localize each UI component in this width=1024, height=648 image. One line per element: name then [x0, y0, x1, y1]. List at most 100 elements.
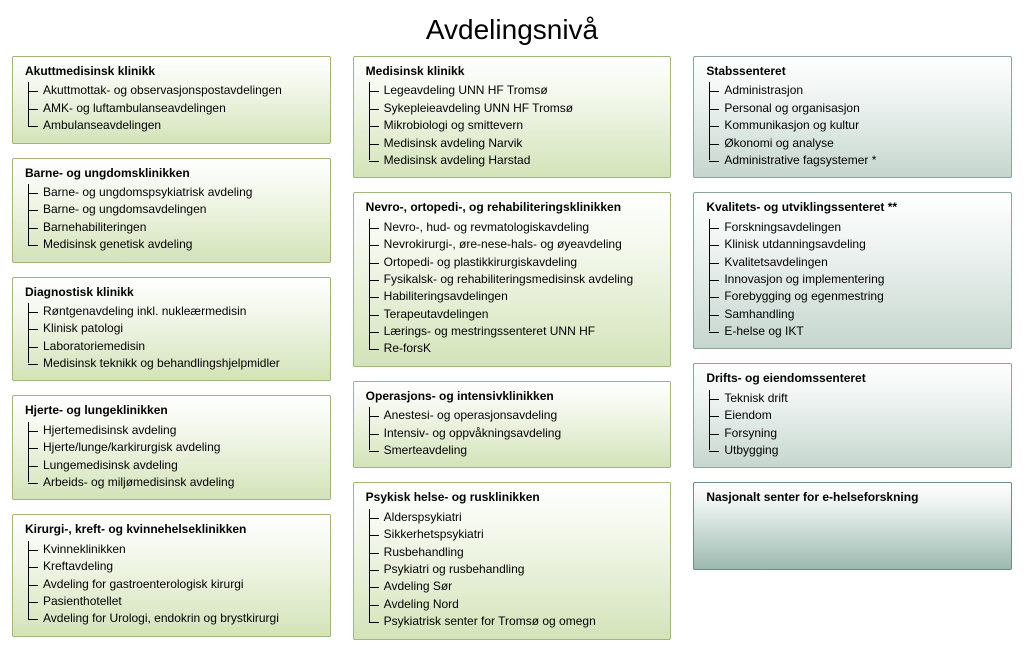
org-item: Intensiv- og oppvåkningsavdeling	[380, 425, 661, 442]
org-item: Smerteavdeling	[380, 442, 661, 459]
org-box-title: Psykisk helse- og rusklinikken	[366, 489, 661, 506]
org-item: AMK- og luftambulanseavdelingen	[39, 100, 320, 117]
org-tree: Hjertemedisinsk avdelingHjerte/lunge/kar…	[25, 422, 320, 492]
org-item: Barne- og ungdomspsykiatrisk avdeling	[39, 184, 320, 201]
org-box-title: Akuttmedisinsk klinikk	[25, 63, 320, 80]
org-box-akuttmedisinsk: Akuttmedisinsk klinikk Akuttmottak- og ob…	[12, 56, 331, 144]
org-item: Administrasjon	[720, 82, 1001, 99]
org-tree: Teknisk driftEiendomForsyningUtbygging	[706, 390, 1001, 460]
org-item: Re-forsK	[380, 340, 661, 357]
org-item: Kommunikasjon og kultur	[720, 117, 1001, 134]
org-item: Avdeling Sør	[380, 578, 661, 595]
org-item: Forebygging og egenmestring	[720, 288, 1001, 305]
org-item: Lærings- og mestringssenteret UNN HF	[380, 323, 661, 340]
org-box-title: Diagnostisk klinikk	[25, 284, 320, 301]
org-item: E-helse og IKT	[720, 323, 1001, 340]
org-box-title: Medisinsk klinikk	[366, 63, 661, 80]
org-box-barne-ungdom: Barne- og ungdomsklinikken Barne- og ungd…	[12, 158, 331, 263]
org-item: Ambulanseavdelingen	[39, 117, 320, 134]
org-item: Kvinneklinikken	[39, 541, 320, 558]
org-tree: Legeavdeling UNN HF TromsøSykepleieavdel…	[366, 82, 661, 169]
org-box-title: Barne- og ungdomsklinikken	[25, 165, 320, 182]
org-tree: KvinneklinikkenKreftavdelingAvdeling for…	[25, 541, 320, 628]
org-box-title: Kirurgi-, kreft- og kvinnehelseklinikken	[25, 521, 320, 538]
org-box-operasjon: Operasjons- og intensivklinikken Anestesi…	[353, 381, 672, 469]
org-tree: AdministrasjonPersonal og organisasjonKo…	[706, 82, 1001, 169]
org-item: Kreftavdeling	[39, 558, 320, 575]
org-item: Pasienthotellet	[39, 593, 320, 610]
org-box-psykisk: Psykisk helse- og rusklinikken Alderspsyk…	[353, 482, 672, 639]
org-tree: Akuttmottak- og observasjonspostavdeling…	[25, 82, 320, 134]
org-item: Habiliteringsavdelingen	[380, 288, 661, 305]
columns-container: Akuttmedisinsk klinikk Akuttmottak- og ob…	[12, 56, 1012, 640]
org-item: Økonomi og analyse	[720, 135, 1001, 152]
org-box-title: Stabssenteret	[706, 63, 1001, 80]
org-item: Kvalitetsavdelingen	[720, 254, 1001, 271]
org-box-title: Hjerte- og lungeklinikken	[25, 402, 320, 419]
org-box-title: Operasjons- og intensivklinikken	[366, 388, 661, 405]
org-item: Klinisk utdanningsavdeling	[720, 236, 1001, 253]
column-2: Medisinsk klinikk Legeavdeling UNN HF Tro…	[353, 56, 672, 640]
org-item: Legeavdeling UNN HF Tromsø	[380, 82, 661, 99]
org-item: Avdeling Nord	[380, 596, 661, 613]
org-tree: AlderspsykiatriSikkerhetspsykiatriRusbeh…	[366, 509, 661, 631]
org-item: Barnehabiliteringen	[39, 219, 320, 236]
org-tree: Nevro-, hud- og revmatologiskavdelingNev…	[366, 219, 661, 358]
org-item: Akuttmottak- og observasjonspostavdeling…	[39, 82, 320, 99]
org-item: Medisinsk avdeling Harstad	[380, 152, 661, 169]
org-item: Ortopedi- og plastikkirurgiskavdeling	[380, 254, 661, 271]
org-item: Samhandling	[720, 306, 1001, 323]
org-item: Personal og organisasjon	[720, 100, 1001, 117]
page-title: Avdelingsnivå	[12, 14, 1012, 46]
org-item: Klinisk patologi	[39, 320, 320, 337]
org-item: Medisinsk teknikk og behandlingshjelpmid…	[39, 355, 320, 372]
org-item: Avdeling for gastroenterologisk kirurgi	[39, 576, 320, 593]
org-item: Arbeids- og miljømedisinsk avdeling	[39, 474, 320, 491]
org-item: Lungemedisinsk avdeling	[39, 457, 320, 474]
org-item: Medisinsk genetisk avdeling	[39, 236, 320, 253]
org-box-nasjonalt: Nasjonalt senter for e-helseforskning	[693, 482, 1012, 570]
org-tree: ForskningsavdelingenKlinisk utdanningsav…	[706, 219, 1001, 341]
org-item: Forsyning	[720, 425, 1001, 442]
org-tree: Røntgenavdeling inkl. nukleærmedisinKlin…	[25, 303, 320, 373]
org-item: Barne- og ungdomsavdelingen	[39, 201, 320, 218]
org-box-hjerte-lunge: Hjerte- og lungeklinikken Hjertemedisinsk…	[12, 395, 331, 500]
org-item: Alderspsykiatri	[380, 509, 661, 526]
org-box-title: Nevro-, ortopedi-, og rehabiliteringskli…	[366, 199, 661, 216]
org-item: Terapeutavdelingen	[380, 306, 661, 323]
org-item: Fysikalsk- og rehabiliteringsmedisinsk a…	[380, 271, 661, 288]
org-item: Utbygging	[720, 442, 1001, 459]
org-item: Mikrobiologi og smittevern	[380, 117, 661, 134]
org-box-kirurgi: Kirurgi-, kreft- og kvinnehelseklinikken…	[12, 514, 331, 636]
org-item: Rusbehandling	[380, 544, 661, 561]
org-item: Anestesi- og operasjonsavdeling	[380, 407, 661, 424]
column-1: Akuttmedisinsk klinikk Akuttmottak- og ob…	[12, 56, 331, 637]
org-item: Sikkerhetspsykiatri	[380, 526, 661, 543]
column-3: Stabssenteret AdministrasjonPersonal og o…	[693, 56, 1012, 570]
org-tree: Anestesi- og operasjonsavdelingIntensiv-…	[366, 407, 661, 459]
org-item: Sykepleieavdeling UNN HF Tromsø	[380, 100, 661, 117]
org-item: Hjertemedisinsk avdeling	[39, 422, 320, 439]
org-item: Innovasjon og implementering	[720, 271, 1001, 288]
org-box-diagnostisk: Diagnostisk klinikk Røntgenavdeling inkl.…	[12, 277, 331, 382]
org-box-title: Drifts- og eiendomssenteret	[706, 370, 1001, 387]
org-box-title: Nasjonalt senter for e-helseforskning	[706, 489, 1001, 506]
org-item: Psykiatri og rusbehandling	[380, 561, 661, 578]
org-box-drift: Drifts- og eiendomssenteret Teknisk drift…	[693, 363, 1012, 468]
org-box-kvalitet: Kvalitets- og utviklingssenteret ** Forsk…	[693, 192, 1012, 349]
org-box-nevro: Nevro-, ortopedi-, og rehabiliteringskli…	[353, 192, 672, 367]
org-item: Røntgenavdeling inkl. nukleærmedisin	[39, 303, 320, 320]
org-item: Nevrokirurgi-, øre-nese-hals- og øyeavde…	[380, 236, 661, 253]
org-item: Laboratoriemedisin	[39, 338, 320, 355]
org-item: Hjerte/lunge/karkirurgisk avdeling	[39, 439, 320, 456]
org-box-medisinsk: Medisinsk klinikk Legeavdeling UNN HF Tro…	[353, 56, 672, 178]
org-tree: Barne- og ungdomspsykiatrisk avdelingBar…	[25, 184, 320, 254]
org-item: Forskningsavdelingen	[720, 219, 1001, 236]
org-item: Eiendom	[720, 407, 1001, 424]
org-item: Medisinsk avdeling Narvik	[380, 135, 661, 152]
org-box-title: Kvalitets- og utviklingssenteret **	[706, 199, 1001, 216]
org-item: Nevro-, hud- og revmatologiskavdeling	[380, 219, 661, 236]
org-item: Teknisk drift	[720, 390, 1001, 407]
org-item: Psykiatrisk senter for Tromsø og omegn	[380, 613, 661, 630]
org-box-stab: Stabssenteret AdministrasjonPersonal og o…	[693, 56, 1012, 178]
